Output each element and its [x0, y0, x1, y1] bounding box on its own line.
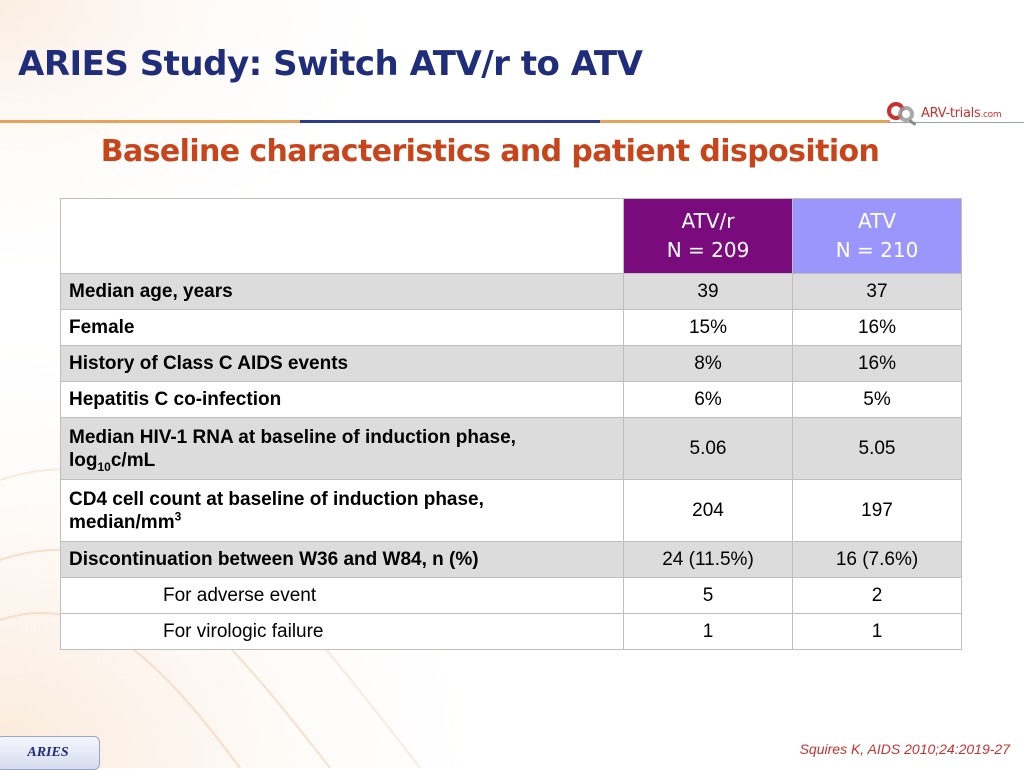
cell-atv-r: 1	[623, 613, 793, 650]
table-row: Hepatitis C co-infection 6% 5%	[60, 381, 962, 418]
cell-atv: 16 (7.6%)	[792, 541, 962, 578]
slide-subtitle: Baseline characteristics and patient dis…	[100, 134, 880, 169]
table-row: Median HIV-1 RNA at baseline of inductio…	[60, 417, 962, 480]
table-row: History of Class C AIDS events 8% 16%	[60, 345, 962, 382]
cell-atv-r: 39	[623, 273, 793, 310]
header-blank-cell	[60, 198, 624, 274]
cell-atv-r: 5.06	[623, 417, 793, 480]
cell-atv: 197	[792, 479, 962, 542]
cell-atv-r: 5	[623, 577, 793, 614]
table-row: For adverse event 5 2	[60, 577, 962, 614]
cell-atv-r: 15%	[623, 309, 793, 346]
row-label: For virologic failure	[60, 613, 624, 650]
cell-atv-r: 204	[623, 479, 793, 542]
cell-atv-r: 8%	[623, 345, 793, 382]
row-label: Median age, years	[60, 273, 624, 310]
cell-atv: 16%	[792, 345, 962, 382]
table-header-row: ATV/r N = 209 ATV N = 210	[60, 198, 962, 274]
row-label: CD4 cell count at baseline of induction …	[60, 479, 624, 542]
cell-atv: 2	[792, 577, 962, 614]
baseline-characteristics-table: ATV/r N = 209 ATV N = 210 Median age, ye…	[60, 198, 962, 650]
row-label: Hepatitis C co-infection	[60, 381, 624, 418]
cell-atv: 16%	[792, 309, 962, 346]
table-row: CD4 cell count at baseline of induction …	[60, 479, 962, 542]
header-rule-thin	[888, 122, 1024, 123]
header-rule-orange-right	[600, 120, 890, 123]
row-label: Discontinuation between W36 and W84, n (…	[60, 541, 624, 578]
arv-trials-logo: ARV-trials.com	[885, 99, 1002, 127]
citation: Squires K, AIDS 2010;24:2019-27	[799, 741, 1010, 757]
row-label: Female	[60, 309, 624, 346]
row-label: History of Class C AIDS events	[60, 345, 624, 382]
column-header-atv-r: ATV/r N = 209	[623, 198, 793, 274]
cell-atv: 1	[792, 613, 962, 650]
column-header-atv: ATV N = 210	[792, 198, 962, 274]
logo-text: ARV-trials.com	[921, 105, 1002, 121]
study-badge: ARIES	[0, 736, 100, 770]
row-label: For adverse event	[60, 577, 624, 614]
cell-atv-r: 6%	[623, 381, 793, 418]
header-rule-blue	[300, 120, 600, 123]
row-label: Median HIV-1 RNA at baseline of inductio…	[60, 417, 624, 480]
cell-atv: 5.05	[792, 417, 962, 480]
table-row: For virologic failure 1 1	[60, 613, 962, 650]
header-rule-orange-left	[0, 120, 300, 123]
arv-trials-logo-icon	[887, 102, 916, 126]
table-row: Median age, years 39 37	[60, 273, 962, 310]
cell-atv: 37	[792, 273, 962, 310]
table-row: Female 15% 16%	[60, 309, 962, 346]
table-row: Discontinuation between W36 and W84, n (…	[60, 541, 962, 578]
cell-atv-r: 24 (11.5%)	[623, 541, 793, 578]
cell-atv: 5%	[792, 381, 962, 418]
slide-title: ARIES Study: Switch ATV/r to ATV	[18, 44, 643, 84]
